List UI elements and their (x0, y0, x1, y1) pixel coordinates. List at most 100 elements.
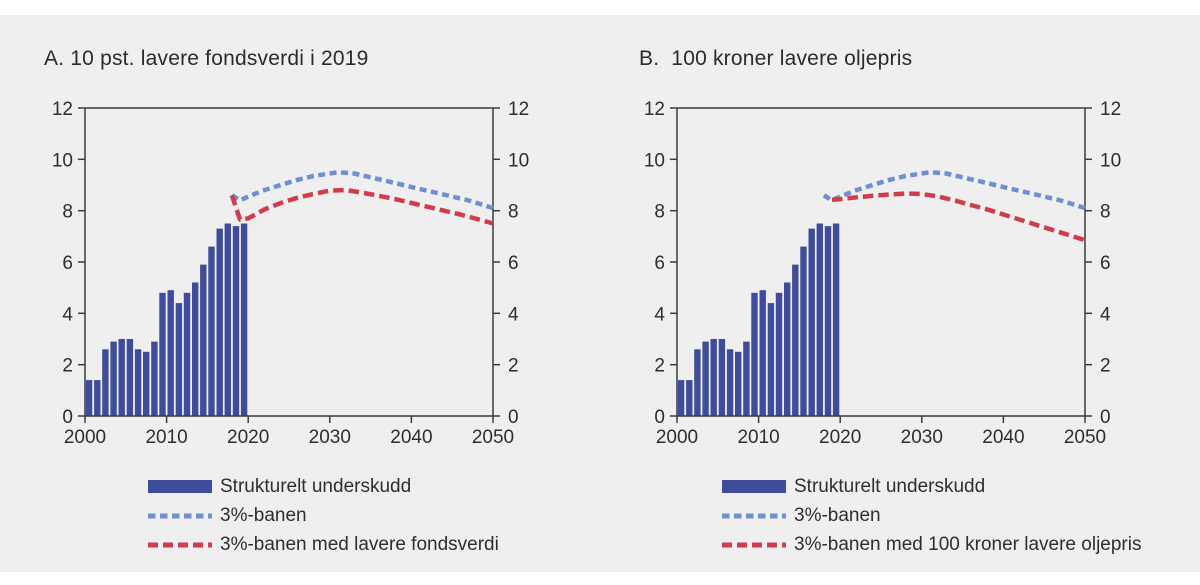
bar-2001 (94, 380, 101, 416)
blue-dash-swatch (722, 513, 786, 518)
bar-2006 (134, 349, 142, 416)
blue-dash-swatch (148, 513, 212, 518)
bar-2017 (224, 223, 231, 416)
legend-item-structural-deficit: Strukturelt underskudd (722, 472, 1141, 501)
bar-swatch (722, 479, 786, 493)
y-axis-label-right: 2 (508, 356, 519, 377)
x-axis-label: 2050 (1064, 427, 1106, 448)
bar-2019 (240, 223, 248, 416)
bar-2000 (677, 380, 685, 416)
y-axis-label-right: 4 (508, 304, 519, 325)
chart-b-title: B. 100 kroner lavere oljepris (639, 47, 913, 70)
bar-2014 (792, 264, 799, 416)
bar-2002 (694, 349, 701, 416)
x-axis-label: 2010 (145, 427, 187, 448)
line-scenario (831, 191, 1086, 243)
y-axis-label-left: 0 (62, 407, 73, 428)
bar-2003 (110, 341, 117, 416)
y-axis-label-left: 10 (644, 150, 665, 171)
chart-a-title: A. 10 pst. lavere fondsverdi i 2019 (44, 47, 369, 70)
bar-2018 (824, 226, 832, 416)
y-axis-label-right: 12 (1100, 99, 1121, 120)
legend-label: Strukturelt underskudd (794, 475, 986, 497)
y-axis-label-right: 6 (1100, 253, 1111, 274)
bar-2016 (808, 228, 815, 416)
legend-label: 3%-banen (220, 504, 307, 526)
y-axis-label-right: 4 (1100, 304, 1111, 325)
bar-2008 (151, 341, 158, 416)
bar-2013 (784, 282, 791, 416)
x-axis-label: 2030 (309, 427, 351, 448)
legend-label: 3%-banen med 100 kroner lavere oljepris (794, 533, 1142, 555)
bar-2010 (759, 290, 766, 416)
y-axis-label-right: 10 (1100, 150, 1121, 171)
x-axis-label: 2020 (227, 427, 269, 448)
bar-2012 (183, 292, 191, 416)
bar-2016 (216, 228, 223, 416)
y-axis-label-left: 12 (644, 99, 665, 120)
bar-2008 (743, 341, 750, 416)
y-axis-label-right: 2 (1100, 356, 1111, 377)
bar-2009 (751, 292, 758, 416)
bar-2005 (126, 339, 134, 416)
chart-a-plot: 0 0 2 2 4 4 6 6 8 8 10 10 12 12 2000 2010 2020 2030 2040 20… (52, 99, 529, 448)
bar-2007 (735, 351, 742, 416)
x-axis-label: 2040 (982, 427, 1024, 448)
x-axis-label: 2010 (737, 427, 779, 448)
x-axis-label: 2040 (390, 427, 432, 448)
y-axis-label-right: 8 (1100, 202, 1111, 223)
y-axis-label-left: 10 (52, 150, 73, 171)
y-axis-label-left: 4 (62, 304, 73, 325)
x-axis-label: 2030 (901, 427, 943, 448)
y-axis-label-right: 0 (1100, 407, 1111, 428)
bar-swatch (148, 479, 212, 493)
y-axis-label-left: 8 (654, 202, 665, 223)
red-dash-swatch (722, 542, 786, 547)
x-axis-label: 2050 (472, 427, 514, 448)
y-axis-label-right: 0 (508, 407, 519, 428)
y-axis-label-left: 6 (654, 253, 665, 274)
x-axis-label: 2000 (656, 427, 698, 448)
y-axis-label-right: 12 (508, 99, 529, 120)
legend-label: Strukturelt underskudd (220, 475, 412, 497)
bar-2005 (718, 339, 726, 416)
bar-2009 (159, 292, 166, 416)
bar-2011 (175, 303, 183, 416)
bar-2004 (710, 339, 717, 416)
chart-a-legend: Strukturelt underskudd 3%-banen 3%-banen… (148, 472, 499, 559)
y-axis-label-right: 10 (508, 150, 529, 171)
x-axis-label: 2000 (64, 427, 106, 448)
legend-label: 3%-banen (794, 504, 881, 526)
line-3pct-path (822, 169, 1086, 211)
line-3pct-path (230, 169, 494, 211)
legend-item-structural-deficit: Strukturelt underskudd (148, 472, 499, 501)
chart-b-plot: 0 0 2 2 4 4 6 6 8 8 10 10 12 12 2000 2010 2020 2030 2040 20… (644, 99, 1121, 448)
x-axis-label: 2020 (819, 427, 861, 448)
bar-2000 (85, 380, 93, 416)
y-axis-label-left: 2 (62, 356, 73, 377)
red-dash-swatch (148, 542, 212, 547)
legend-item-scenario: 3%-banen med 100 kroner lavere oljepris (722, 530, 1141, 559)
bar-2015 (208, 246, 215, 416)
y-axis-label-right: 6 (508, 253, 519, 274)
line-scenario (229, 187, 494, 226)
y-axis-label-left: 2 (654, 356, 665, 377)
bar-2019 (832, 223, 840, 416)
y-axis-label-left: 0 (654, 407, 665, 428)
legend-item-3pct-path: 3%-banen (148, 501, 499, 530)
y-axis-label-left: 8 (62, 202, 73, 223)
bar-2015 (800, 246, 807, 416)
bar-2018 (232, 226, 240, 416)
bar-2007 (143, 351, 150, 416)
bar-2003 (702, 341, 709, 416)
bar-2017 (816, 223, 823, 416)
bar-2012 (775, 292, 783, 416)
bar-2001 (686, 380, 693, 416)
y-axis-label-left: 12 (52, 99, 73, 120)
bar-2002 (102, 349, 109, 416)
bar-2006 (726, 349, 734, 416)
bar-2011 (767, 303, 775, 416)
legend-item-scenario: 3%-banen med lavere fondsverdi (148, 530, 499, 559)
y-axis-label-right: 8 (508, 202, 519, 223)
